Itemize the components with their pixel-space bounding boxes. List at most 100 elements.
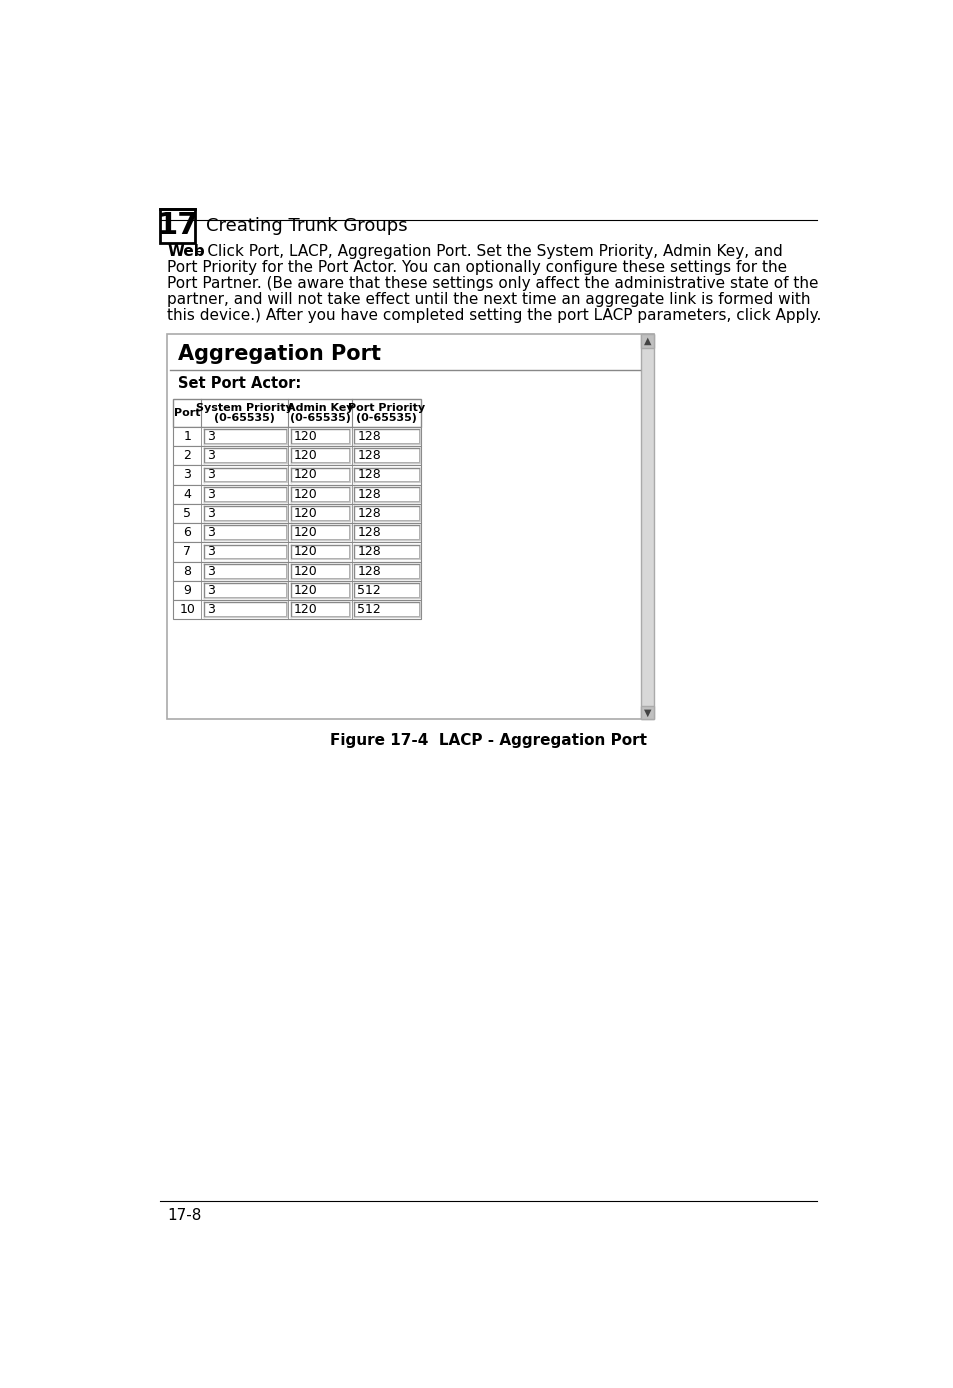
Text: 3: 3 [207,487,214,501]
FancyBboxPatch shape [355,584,418,597]
FancyBboxPatch shape [204,487,286,501]
FancyBboxPatch shape [355,545,418,558]
FancyBboxPatch shape [173,580,421,600]
Text: 120: 120 [294,487,317,501]
Text: 3: 3 [207,584,214,597]
FancyBboxPatch shape [291,448,350,464]
FancyBboxPatch shape [291,468,349,482]
FancyBboxPatch shape [291,565,349,577]
FancyBboxPatch shape [204,507,286,520]
FancyBboxPatch shape [354,583,419,598]
Text: partner, and will not take effect until the next time an aggregate link is forme: partner, and will not take effect until … [167,291,810,307]
Text: Figure 17-4  LACP - Aggregation Port: Figure 17-4 LACP - Aggregation Port [330,733,647,748]
Text: 512: 512 [356,604,380,616]
Text: 2: 2 [183,450,192,462]
FancyBboxPatch shape [204,584,286,597]
FancyBboxPatch shape [204,602,286,618]
Text: Web: Web [167,243,205,258]
FancyBboxPatch shape [354,526,419,540]
Text: Port: Port [174,408,200,418]
Text: 9: 9 [183,584,192,597]
FancyBboxPatch shape [354,487,419,501]
FancyBboxPatch shape [204,565,286,577]
FancyBboxPatch shape [354,602,419,618]
FancyBboxPatch shape [173,504,421,523]
Text: 5: 5 [183,507,192,520]
Text: 10: 10 [179,604,195,616]
Text: 120: 120 [294,565,317,577]
Text: Admin Key: Admin Key [287,403,353,412]
Text: 1: 1 [183,430,192,443]
FancyBboxPatch shape [291,507,349,520]
FancyBboxPatch shape [204,583,286,598]
FancyBboxPatch shape [291,526,349,540]
FancyBboxPatch shape [204,507,286,520]
Text: 512: 512 [356,584,380,597]
Text: (0-65535): (0-65535) [214,414,275,423]
FancyBboxPatch shape [291,429,350,444]
Text: 17: 17 [156,211,198,240]
Text: this device.) After you have completed setting the port LACP parameters, click A: this device.) After you have completed s… [167,308,821,323]
FancyBboxPatch shape [291,602,350,618]
FancyBboxPatch shape [291,545,349,558]
Text: 4: 4 [183,487,192,501]
FancyBboxPatch shape [354,544,419,559]
Text: 128: 128 [356,507,380,520]
Text: 3: 3 [207,545,214,558]
Text: Creating Trunk Groups: Creating Trunk Groups [206,217,407,235]
Text: 128: 128 [356,430,380,443]
FancyBboxPatch shape [354,564,419,579]
FancyBboxPatch shape [291,450,349,462]
Text: 120: 120 [294,507,317,520]
FancyBboxPatch shape [291,583,350,598]
FancyBboxPatch shape [291,487,349,501]
Text: 3: 3 [207,430,214,443]
Text: Port Priority for the Port Actor. You can optionally configure these settings fo: Port Priority for the Port Actor. You ca… [167,260,786,275]
Text: 128: 128 [356,526,380,539]
FancyBboxPatch shape [355,450,418,462]
Text: 17-8: 17-8 [167,1208,201,1223]
FancyBboxPatch shape [291,487,350,501]
FancyBboxPatch shape [355,468,418,482]
FancyBboxPatch shape [355,507,418,520]
Text: 3: 3 [207,450,214,462]
FancyBboxPatch shape [291,584,349,597]
Text: 128: 128 [356,468,380,482]
Text: 8: 8 [183,565,192,577]
FancyBboxPatch shape [204,487,286,501]
FancyBboxPatch shape [354,468,419,482]
Text: 3: 3 [207,507,214,520]
Text: 120: 120 [294,430,317,443]
Text: 3: 3 [207,604,214,616]
FancyBboxPatch shape [204,430,286,443]
FancyBboxPatch shape [354,429,419,444]
FancyBboxPatch shape [354,507,419,520]
FancyBboxPatch shape [204,526,286,540]
Text: Set Port Actor:: Set Port Actor: [178,376,301,391]
Text: 7: 7 [183,545,192,558]
FancyBboxPatch shape [173,446,421,465]
FancyBboxPatch shape [173,465,421,484]
FancyBboxPatch shape [204,468,286,482]
Text: System Priority: System Priority [196,403,293,412]
Text: 128: 128 [356,565,380,577]
FancyBboxPatch shape [173,400,421,428]
Text: 120: 120 [294,584,317,597]
Text: 120: 120 [294,545,317,558]
FancyBboxPatch shape [355,565,418,577]
FancyBboxPatch shape [204,526,286,540]
FancyBboxPatch shape [204,468,286,482]
FancyBboxPatch shape [291,468,350,482]
Text: 128: 128 [356,545,380,558]
FancyBboxPatch shape [167,335,654,719]
Text: – Click Port, LACP, Aggregation Port. Set the System Priority, Admin Key, and: – Click Port, LACP, Aggregation Port. Se… [190,243,781,258]
FancyBboxPatch shape [291,430,349,443]
Text: 3: 3 [207,526,214,539]
FancyBboxPatch shape [204,544,286,559]
Text: 3: 3 [183,468,192,482]
Text: (0-65535): (0-65535) [355,414,416,423]
FancyBboxPatch shape [355,487,418,501]
Text: 128: 128 [356,487,380,501]
FancyBboxPatch shape [355,526,418,540]
Text: (0-65535): (0-65535) [289,414,350,423]
